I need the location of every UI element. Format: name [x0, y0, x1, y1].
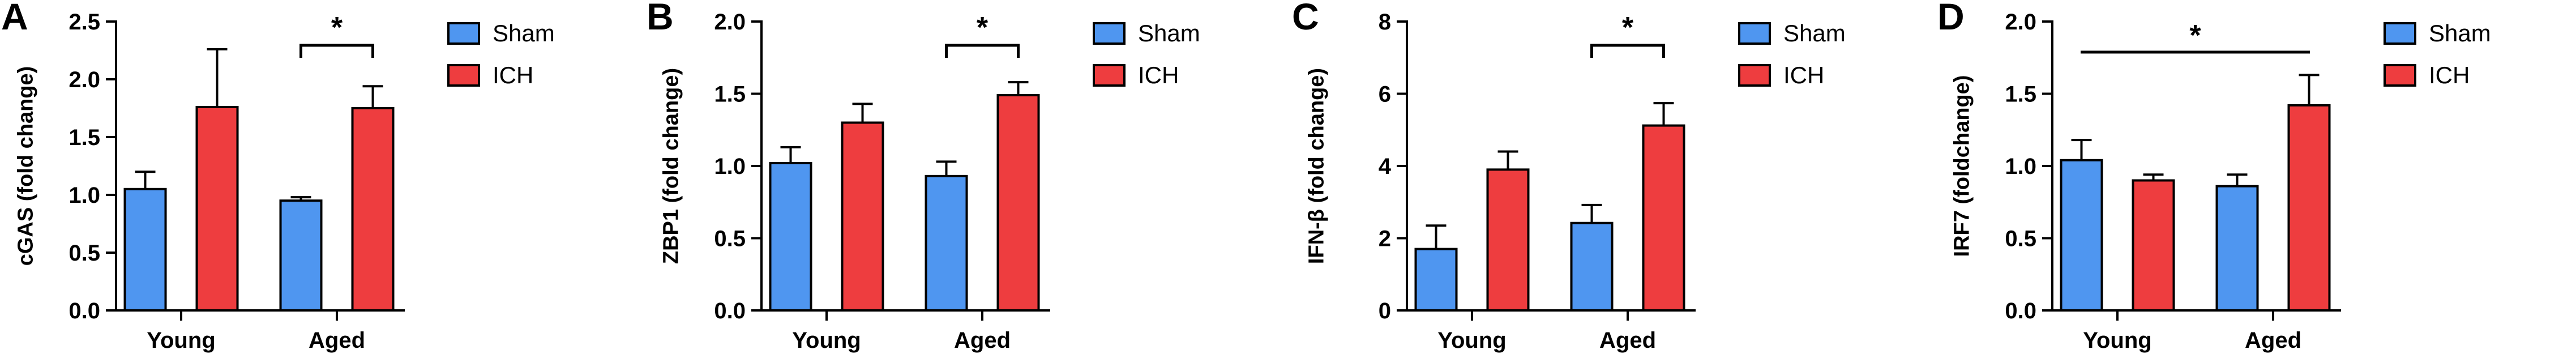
legend-swatch-ich — [1093, 64, 1126, 87]
bar-sham-young — [123, 187, 167, 312]
y-tick-label: 0.5 — [69, 241, 100, 266]
bar-chart-c: Young Aged 0 2 4 6 8 * — [1379, 10, 1696, 353]
legend-swatch-sham — [2384, 22, 2416, 45]
bar-sham-aged — [2215, 185, 2259, 312]
panel-c: C IFN-β (fold change) Young Aged 0 2 4 6 8 * Sh… — [1291, 0, 1925, 358]
bar-chart-d: Young Aged 0.0 0.5 1.0 1.5 2.0 * — [2005, 10, 2341, 353]
bar-sham-aged — [1570, 221, 1614, 312]
legend-label-sham: Sham — [2429, 20, 2491, 46]
x-tick-label-aged: Aged — [2245, 328, 2301, 353]
significance-star: * — [1622, 11, 1634, 44]
panel-letter: C — [1292, 0, 1319, 37]
legend-swatch-sham — [1093, 22, 1126, 45]
bar-ich-young — [195, 105, 239, 312]
legend-item-ich: ICH — [2384, 54, 2491, 96]
legend-item-ich: ICH — [1093, 54, 1200, 96]
legend-item-sham: Sham — [1738, 12, 1846, 54]
legend-swatch-ich — [2384, 64, 2416, 87]
x-tick-label-aged: Aged — [1599, 328, 1656, 353]
y-tick-label: 6 — [1379, 82, 1391, 107]
y-tick-label: 2.5 — [69, 10, 100, 35]
bar-ich-aged — [996, 94, 1040, 312]
legend-item-sham: Sham — [447, 12, 555, 54]
bar-sham-young — [2060, 159, 2103, 312]
x-tick-label-young: Young — [1437, 328, 1506, 353]
x-tick-label-young: Young — [792, 328, 861, 353]
panel-letter: D — [1937, 0, 1965, 37]
y-tick-label: 2.0 — [2005, 10, 2036, 35]
bar-ich-aged — [2287, 104, 2331, 312]
y-tick-label: 0.5 — [2005, 227, 2036, 252]
significance-bracket — [1590, 44, 1665, 58]
y-tick-label: 4 — [1379, 154, 1392, 179]
y-tick-label: 1.0 — [69, 183, 100, 208]
legend-item-sham: Sham — [1093, 12, 1200, 54]
legend: Sham ICH — [1093, 12, 1200, 96]
panel-a: A cGAS (fold change) Young Aged 0.0 0.5 1.0 1… — [0, 0, 634, 358]
x-tick-label-aged: Aged — [954, 328, 1011, 353]
significance-star: * — [2189, 19, 2201, 52]
panel-letter: B — [647, 0, 674, 37]
legend-label-sham: Sham — [493, 20, 555, 46]
y-tick-label: 0 — [1379, 299, 1391, 323]
legend-item-ich: ICH — [447, 54, 555, 96]
y-tick-label: 1.0 — [2005, 154, 2036, 179]
significance-bracket — [945, 44, 1020, 58]
x-tick-label-young: Young — [2083, 328, 2151, 353]
legend-label-sham: Sham — [1783, 20, 1846, 46]
y-tick-label: 1.5 — [69, 125, 100, 150]
y-tick-label: 2.0 — [69, 67, 100, 92]
legend-label-ich: ICH — [1138, 62, 1179, 88]
significance-star: * — [977, 11, 989, 44]
legend: Sham ICH — [2384, 12, 2491, 96]
legend: Sham ICH — [1738, 12, 1846, 96]
panel-d: D IRF7 (foldchange) Young Aged 0.0 0.5 1.0 1.… — [1936, 0, 2570, 358]
bar-sham-young — [769, 161, 812, 312]
legend: Sham ICH — [447, 12, 555, 96]
y-tick-label: 1.0 — [714, 154, 746, 179]
significance-bracket — [299, 44, 374, 58]
x-tick-label-aged: Aged — [309, 328, 365, 353]
legend-swatch-sham — [447, 22, 480, 45]
legend-swatch-sham — [1738, 22, 1771, 45]
y-tick-label: 1.5 — [714, 82, 746, 107]
bar-sham-young — [1414, 248, 1458, 312]
bar-ich-young — [2132, 179, 2175, 312]
y-tick-label: 2.0 — [714, 10, 746, 35]
y-tick-label: 2 — [1379, 227, 1391, 252]
legend-label-ich: ICH — [2429, 62, 2470, 88]
panel-letter: A — [1, 0, 28, 37]
bar-chart-a: Young Aged 0.0 0.5 1.0 1.5 2.0 2.5 * — [69, 10, 405, 353]
legend-label-sham: Sham — [1138, 20, 1200, 46]
bar-chart-b: Young Aged 0.0 0.5 1.0 1.5 2.0 * — [714, 10, 1050, 353]
panel-b: B ZBP1 (fold change) Young Aged 0.0 0.5 1.0 1… — [645, 0, 1280, 358]
bar-ich-young — [1486, 168, 1530, 312]
bar-ich-young — [841, 121, 884, 312]
y-tick-label: 0.0 — [714, 299, 746, 323]
significance-star: * — [331, 11, 343, 44]
y-tick-label: 1.5 — [2005, 82, 2036, 107]
y-tick-label: 8 — [1379, 10, 1391, 35]
legend-swatch-ich — [1738, 64, 1771, 87]
bar-ich-aged — [351, 107, 395, 312]
y-tick-label: 0.5 — [714, 227, 746, 252]
y-tick-label: 0.0 — [2005, 299, 2036, 323]
bar-sham-aged — [279, 199, 323, 312]
bar-sham-aged — [925, 174, 968, 312]
legend-label-ich: ICH — [1783, 62, 1825, 88]
legend-item-sham: Sham — [2384, 12, 2491, 54]
legend-swatch-ich — [447, 64, 480, 87]
legend-item-ich: ICH — [1738, 54, 1846, 96]
y-tick-label: 0.0 — [69, 299, 100, 323]
x-tick-label-young: Young — [147, 328, 215, 353]
bar-ich-aged — [1642, 124, 1685, 312]
legend-label-ich: ICH — [493, 62, 534, 88]
